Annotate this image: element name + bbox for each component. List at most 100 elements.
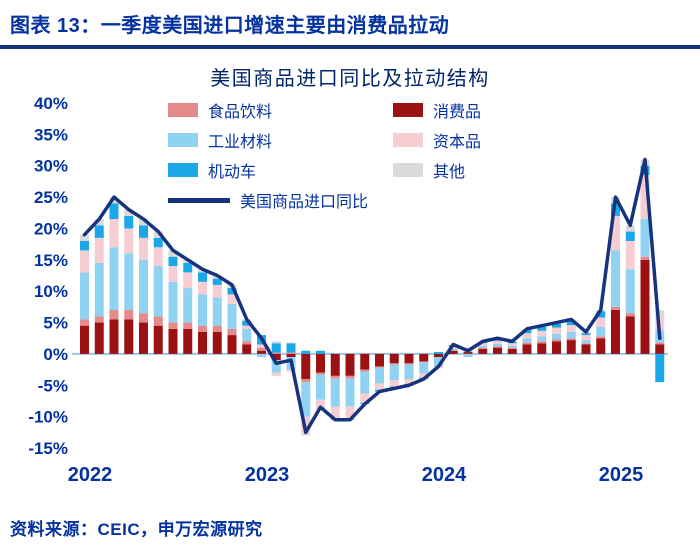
bar-segment	[286, 352, 296, 354]
x-axis-tick-label: 2024	[422, 464, 467, 486]
bar-segment	[522, 330, 532, 334]
bar-segment	[625, 316, 635, 354]
bar-segment	[80, 234, 89, 241]
legend-color-swatch	[393, 133, 423, 147]
bar-segment	[212, 331, 222, 354]
bar-segment	[80, 272, 89, 320]
x-axis-tick-label: 2025	[599, 464, 644, 486]
bar-segment	[109, 247, 119, 310]
y-axis-tick-label: 5%	[43, 314, 68, 333]
bar-segment	[522, 333, 532, 339]
bar-segment	[478, 343, 488, 346]
bar-segment	[537, 330, 547, 337]
figure-title: 图表 13：一季度美国进口增速主要由消费品拉动	[10, 15, 450, 37]
bar-segment	[360, 393, 370, 403]
bar-segment	[227, 328, 237, 336]
bar-segment	[419, 373, 429, 378]
bar-segment	[139, 322, 148, 354]
legend-item: 食品饮料	[168, 101, 393, 121]
bar-segment	[596, 336, 606, 339]
bar-segment	[330, 353, 340, 376]
bar-segment	[271, 372, 281, 376]
y-axis-tick-label: -5%	[38, 376, 68, 395]
bar-segment	[625, 269, 635, 314]
bar-segment	[625, 231, 635, 241]
x-axis-tick-label: 2023	[245, 464, 290, 486]
y-axis-tick-label: 40%	[34, 94, 68, 113]
bar-segment	[242, 325, 252, 329]
bar-segment	[183, 288, 193, 323]
bar-segment	[124, 228, 134, 254]
bar-segment	[139, 237, 148, 260]
bar-segment	[94, 225, 104, 238]
bar-segment	[537, 326, 547, 331]
bar-segment	[271, 360, 281, 373]
bar-segment	[389, 380, 399, 387]
bar-segment	[463, 352, 473, 354]
bar-segment	[257, 353, 266, 358]
chart-title: 美国商品进口同比及拉动结构	[210, 68, 490, 90]
bar-segment	[596, 317, 606, 327]
bar-segment	[94, 316, 104, 323]
bar-segment	[566, 320, 576, 326]
bar-segment	[198, 294, 207, 326]
bar-segment	[581, 340, 591, 344]
bar-segment	[581, 335, 591, 341]
bar-segment	[611, 215, 620, 251]
bar-segment	[419, 353, 429, 362]
bar-segment	[242, 328, 252, 342]
bar-segment	[375, 367, 384, 384]
bar-segment	[552, 323, 561, 328]
bar-segment	[139, 259, 148, 314]
bar-segment	[448, 350, 458, 354]
bar-segment	[448, 348, 458, 351]
bar-segment	[478, 345, 488, 348]
legend-item: 美国商品进口同比	[168, 191, 618, 211]
bar-segment	[301, 382, 311, 417]
bar-segment	[330, 375, 340, 379]
bar-segment	[507, 343, 517, 346]
bar-segment	[404, 364, 414, 379]
bar-segment	[124, 253, 134, 310]
bar-segment	[286, 343, 296, 353]
bar-segment	[183, 262, 193, 273]
bar-segment	[153, 231, 163, 238]
bar-segment	[493, 347, 502, 354]
bar-segment	[168, 250, 178, 257]
bar-segment	[139, 219, 148, 226]
bar-segment	[434, 353, 443, 358]
y-axis-tick-label: -10%	[28, 408, 68, 427]
bar-segment	[345, 406, 355, 420]
bar-segment	[286, 342, 296, 344]
bar-segment	[596, 338, 606, 354]
x-axis-tick-label: 2022	[68, 464, 113, 486]
bar-segment	[198, 331, 207, 354]
source-note: 资料来源：CEIC，申万宏源研究	[10, 520, 263, 539]
bar-segment	[168, 256, 178, 267]
bar-segment	[242, 320, 252, 326]
bar-segment	[611, 310, 620, 354]
legend-label: 食品饮料	[208, 104, 273, 121]
bar-segment	[404, 379, 414, 385]
bar-segment	[434, 352, 443, 354]
legend-item: 机动车	[168, 161, 393, 181]
bar-segment	[596, 326, 606, 337]
bar-segment	[257, 344, 266, 348]
bar-segment	[168, 322, 178, 329]
bar-segment	[153, 247, 163, 267]
y-axis-tick-label: -15%	[28, 439, 68, 458]
import-growth-chart: 40% 35% 30% 25% 20% 15% 10% 5% 0% -5% -10% -15%2022…	[28, 94, 668, 486]
bar-segment	[242, 344, 252, 354]
bar-segment	[581, 333, 591, 336]
bar-segment	[153, 266, 163, 317]
bar-segment	[271, 353, 281, 361]
bar-segment	[301, 379, 311, 383]
bar-segment	[463, 347, 473, 349]
bar-segment	[212, 297, 222, 326]
legend: 食品饮料 消费品 工业材料 资本品 机动车 其他 美国商品进口同比	[168, 101, 618, 211]
y-axis-tick-label: 35%	[34, 125, 68, 144]
bar-segment	[566, 325, 576, 332]
bar-segment	[183, 272, 193, 289]
bar-segment	[448, 350, 458, 351]
bar-segment	[537, 341, 547, 344]
